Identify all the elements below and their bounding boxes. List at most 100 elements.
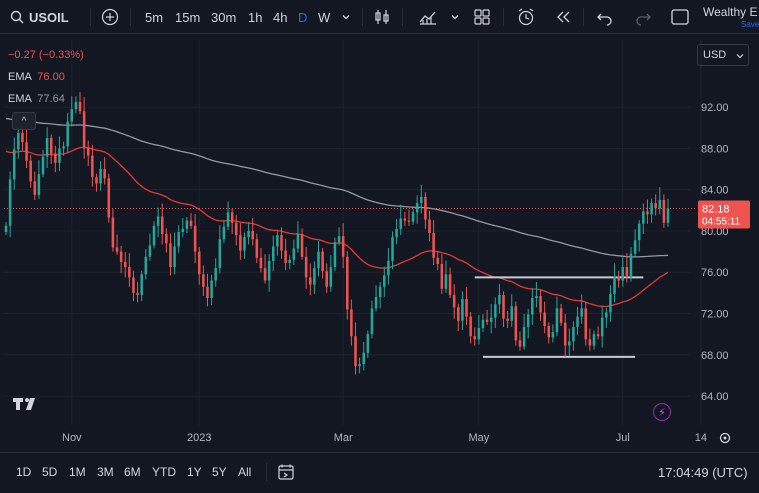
divider [362,8,363,26]
interval-30m[interactable]: 30m [211,9,237,25]
y-tick-label: 72.00 [701,309,729,321]
compare-symbol-button[interactable] [101,0,119,34]
candle-body [543,312,546,326]
candle-body [448,274,452,295]
range-5y[interactable]: 5Y [212,465,227,479]
fullscreen-button[interactable] [670,0,690,34]
candle-body [555,308,559,333]
candle-body [119,251,123,262]
candle-body [502,294,505,319]
candle-body [202,274,205,287]
candle-body [185,220,189,229]
candle-body [378,286,382,298]
ema-fast-legend[interactable]: EMA 76.00 [8,71,65,83]
candle-body [444,274,448,289]
candle-body [428,219,431,234]
lightning-button[interactable]: ⚡ [653,403,671,421]
redo-button[interactable] [634,0,652,34]
plus-circle-icon [101,8,119,26]
candle-body [387,260,390,276]
candle-body [37,174,41,195]
candle-body [74,101,78,110]
candle-body [465,299,468,317]
candle-body [600,317,604,337]
candle-body [350,309,353,337]
ema-slow-legend[interactable]: EMA 77.64 [8,93,65,105]
interval-w[interactable]: W [318,9,331,25]
range-6m[interactable]: 6M [124,465,141,479]
indicators-dropdown[interactable] [450,0,460,34]
range-1m[interactable]: 1M [69,465,86,479]
candle-body [132,277,135,293]
chevron-up-icon: ^ [21,115,27,127]
candle-body [25,142,28,161]
range-all[interactable]: All [238,465,252,479]
candle-body [173,246,176,268]
interval-d[interactable]: D [298,9,308,25]
ema-fast-label: EMA [8,71,32,83]
candle-body [177,231,180,247]
candle-body [588,339,592,346]
currency-label: USD [703,49,727,61]
symbol-search-button[interactable]: USOIL [10,0,69,34]
price-axis[interactable]: 92.00 88.00 84.00 80.00 76.00 72.00 68.00 64.00 [701,102,729,403]
candle-body [481,319,485,328]
date-range-button[interactable] [277,453,295,491]
chevron-down-icon [342,15,350,20]
candle-body [115,247,119,252]
candle-body [29,160,32,182]
candle-body [666,208,670,223]
candle-body [407,220,411,222]
grid-lines [4,40,702,425]
interval-4h[interactable]: 4h [273,9,288,25]
layout-button[interactable] [473,0,491,34]
candle-body [66,121,69,147]
replay-button[interactable] [554,0,572,34]
interval-1h[interactable]: 1h [248,9,263,25]
range-ytd[interactable]: YTD [152,465,176,479]
candle-body [354,336,357,367]
candle-body [650,203,653,215]
candle-body [576,316,579,327]
y-tick-label: 92.00 [701,102,729,114]
candle-body [218,239,222,269]
currency-select[interactable]: USD [697,44,749,66]
interval-dropdown[interactable] [341,0,351,34]
ema-fast-line [5,146,669,308]
y-tick-label: 80.00 [701,226,729,238]
candle-body [535,295,538,299]
range-1d[interactable]: 1D [16,465,32,479]
interval-15m[interactable]: 15m [175,9,201,25]
candle-body [415,203,419,213]
utc-clock[interactable]: 17:04:49 (UTC) [658,464,748,480]
candle-body [514,306,518,341]
layout-name[interactable]: Wealthy E [703,5,758,19]
candle-body [629,253,633,278]
collapse-legend-button[interactable]: ^ [12,112,36,130]
candle-body [637,223,641,241]
x-tick-label: 2023 [187,432,211,444]
settings-gear[interactable] [719,432,731,444]
range-1y[interactable]: 1Y [187,465,202,479]
indicators-button[interactable] [418,0,438,34]
chart-type-button[interactable] [373,0,391,34]
candle-body [621,267,625,281]
search-icon [10,10,24,24]
gear-center [723,436,727,440]
alert-button[interactable] [516,0,536,34]
divider [90,8,91,26]
tradingview-logo[interactable] [12,396,42,416]
undo-button[interactable] [596,0,614,34]
gear-icon [719,432,731,444]
candle-body [642,211,645,224]
candle-body [625,267,629,278]
price-chart[interactable]: 92.00 88.00 84.00 80.00 76.00 72.00 68.00 64.00… [0,34,759,452]
saved-status: Save [741,20,759,29]
time-axis[interactable]: Nov 2023 Mar May Jul 14 [62,432,707,444]
range-3m[interactable]: 3M [97,465,114,479]
interval-5m[interactable]: 5m [145,9,164,25]
range-5d[interactable]: 5D [42,465,58,479]
candle-body [214,268,217,281]
redo-icon [636,13,651,26]
candle-body [518,340,522,347]
